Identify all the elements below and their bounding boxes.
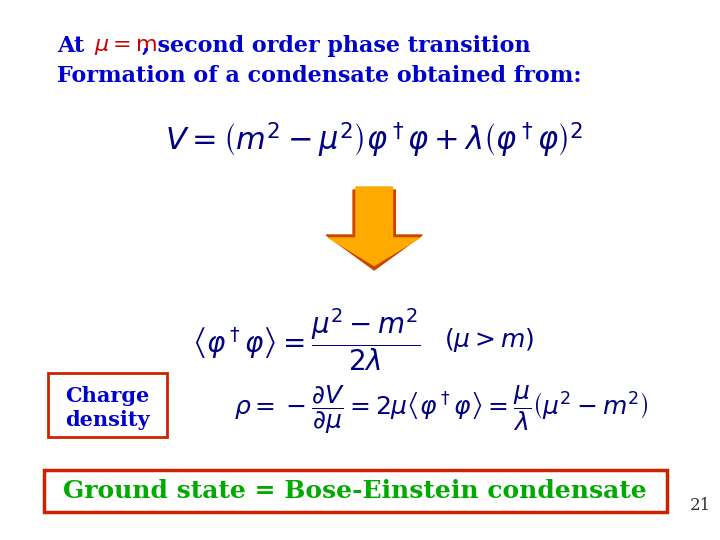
FancyBboxPatch shape bbox=[44, 470, 667, 512]
Text: Formation of a condensate obtained from:: Formation of a condensate obtained from: bbox=[57, 65, 582, 87]
Text: At: At bbox=[57, 35, 92, 57]
Text: Charge
density: Charge density bbox=[65, 387, 150, 430]
Text: 21: 21 bbox=[690, 496, 711, 514]
Text: $V = \left(m^2 - \mu^2 \right)\varphi^\dagger\varphi + \lambda \left(\varphi^\da: $V = \left(m^2 - \mu^2 \right)\varphi^\d… bbox=[165, 120, 583, 160]
Text: $(\mu > m)$: $(\mu > m)$ bbox=[444, 326, 535, 354]
Polygon shape bbox=[329, 187, 419, 266]
Text: $\mu = \mathrm{m}$: $\mu = \mathrm{m}$ bbox=[94, 35, 157, 57]
Text: Ground state = Bose-Einstein condensate: Ground state = Bose-Einstein condensate bbox=[63, 479, 647, 503]
FancyBboxPatch shape bbox=[48, 373, 167, 437]
Text: , second order phase transition: , second order phase transition bbox=[142, 35, 531, 57]
Text: $\rho = -\dfrac{\partial V}{\partial \mu} = 2\mu\left\langle \varphi^\dagger\var: $\rho = -\dfrac{\partial V}{\partial \mu… bbox=[234, 383, 649, 436]
Text: $\left\langle \varphi^\dagger\varphi \right\rangle = \dfrac{\mu^2 - m^2}{2\lambd: $\left\langle \varphi^\dagger\varphi \ri… bbox=[192, 307, 421, 373]
Polygon shape bbox=[326, 190, 422, 270]
